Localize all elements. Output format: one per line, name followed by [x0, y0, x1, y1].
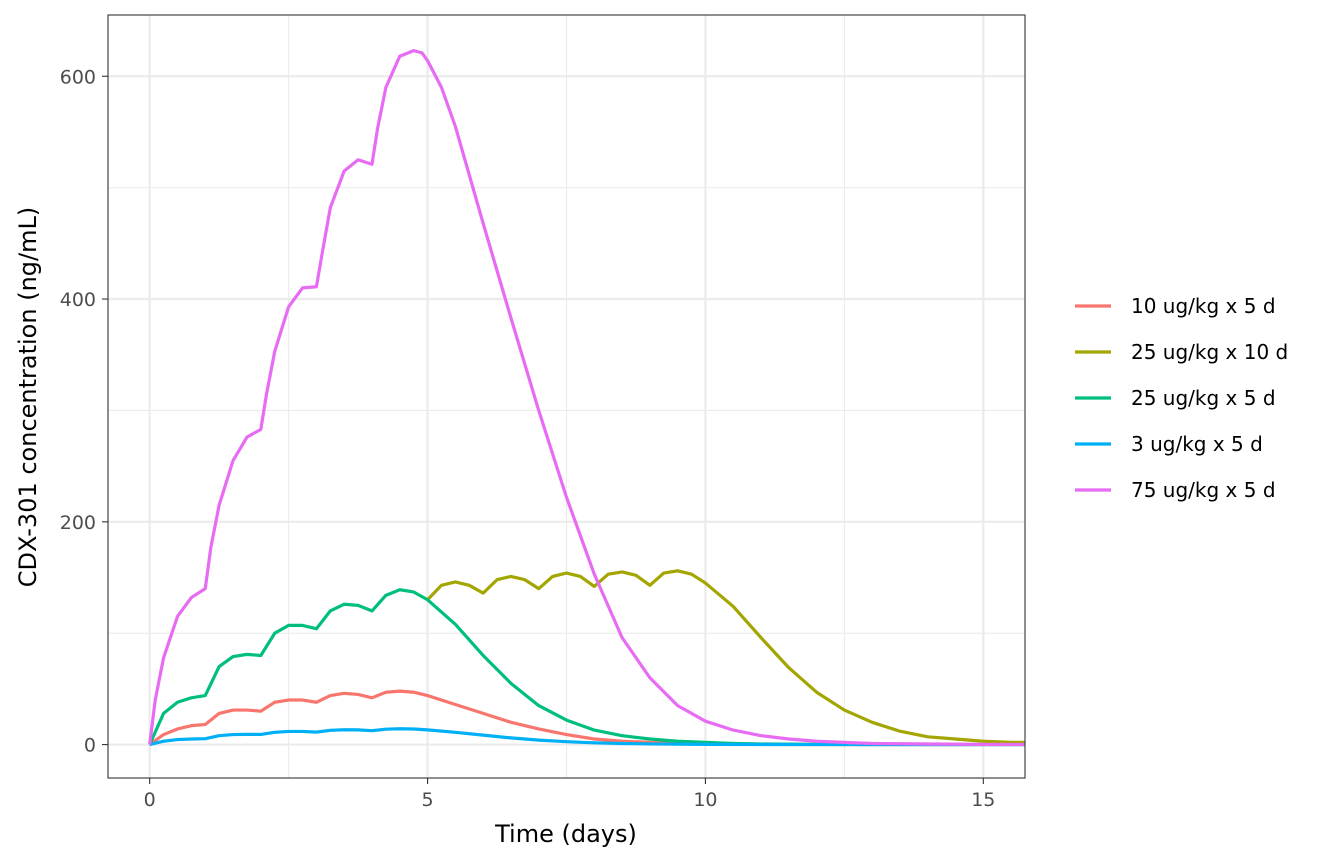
legend-label: 3 ug/kg x 5 d — [1131, 432, 1263, 456]
x-tick-label: 10 — [693, 789, 717, 811]
series-line-2 — [426, 569, 1025, 744]
x-tick-label: 15 — [971, 789, 995, 811]
legend-item: 3 ug/kg x 5 d — [1075, 432, 1263, 456]
legend-label: 25 ug/kg x 5 d — [1131, 386, 1276, 410]
legend-item: 25 ug/kg x 5 d — [1075, 386, 1276, 410]
legend-label: 10 ug/kg x 5 d — [1131, 294, 1276, 318]
legend-label: 75 ug/kg x 5 d — [1131, 478, 1276, 502]
legend-item: 75 ug/kg x 5 d — [1075, 478, 1276, 502]
x-axis-title: Time (days) — [494, 820, 637, 848]
y-tick-label: 600 — [60, 66, 96, 88]
legend-item: 25 ug/kg x 10 d — [1075, 340, 1288, 364]
legend-item: 10 ug/kg x 5 d — [1075, 294, 1276, 318]
x-axis: 0 5 10 15 — [144, 778, 995, 811]
series-layer — [148, 49, 1025, 747]
grid-minor — [108, 15, 1025, 778]
x-tick-label: 0 — [144, 789, 156, 811]
y-tick-label: 200 — [60, 512, 96, 534]
y-tick-label: 0 — [84, 735, 96, 757]
y-axis: 0 200 400 600 — [60, 66, 108, 757]
series-lines — [148, 49, 1025, 747]
series-line-4 — [149, 727, 1025, 747]
y-axis-title: CDX-301 concentration (ng/mL) — [14, 207, 42, 587]
plot-panel-border — [107, 14, 1026, 779]
legend-label: 25 ug/kg x 10 d — [1131, 340, 1288, 364]
x-tick-label: 5 — [422, 789, 434, 811]
y-tick-label: 400 — [60, 289, 96, 311]
legend: 10 ug/kg x 5 d 25 ug/kg x 10 d 25 ug/kg x … — [1075, 294, 1288, 502]
series-line-5 — [148, 49, 1025, 747]
